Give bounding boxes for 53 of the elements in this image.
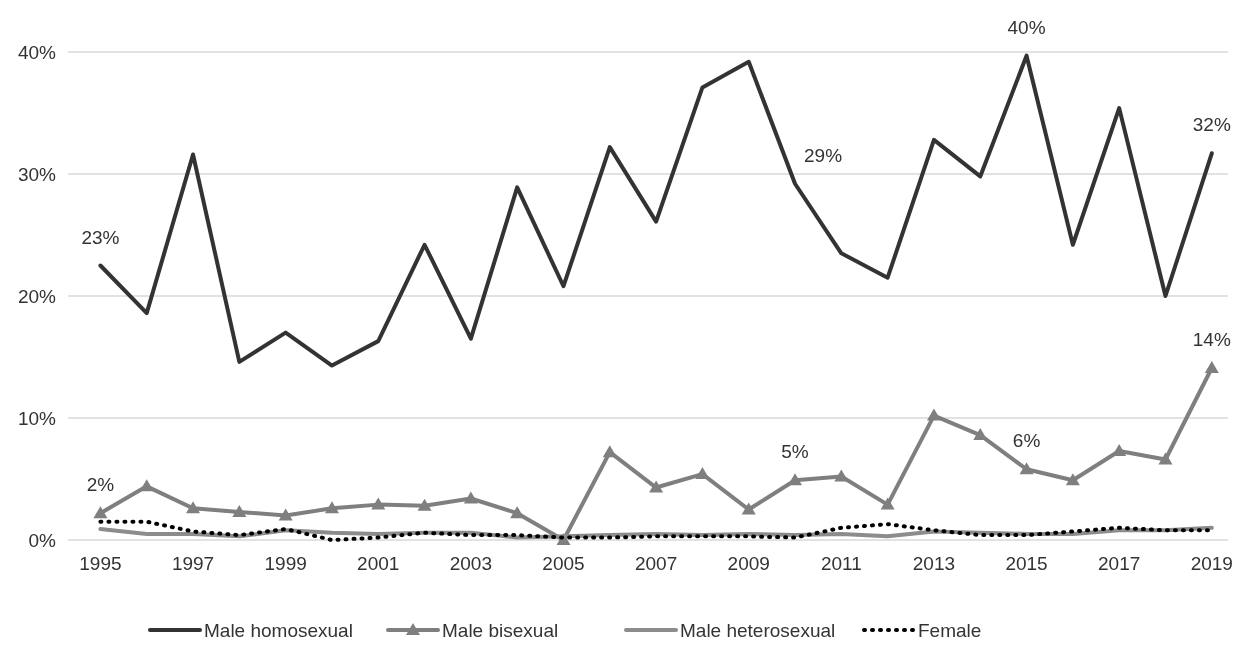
point [880, 497, 895, 510]
point [1204, 360, 1219, 373]
point [926, 408, 941, 421]
x-tick-label: 2003 [449, 553, 493, 574]
point [695, 467, 710, 480]
data-label: 6% [1012, 430, 1041, 452]
x-tick-label: 2007 [634, 553, 678, 574]
point [1158, 452, 1173, 465]
point [417, 498, 432, 511]
x-tick-label: 2015 [1005, 553, 1048, 574]
x-tick-label: 1995 [79, 553, 122, 574]
data-label: 23% [81, 226, 120, 248]
data-label: 32% [1192, 114, 1231, 136]
x-tick-label: 2009 [727, 553, 770, 574]
y-tick-label: 20% [17, 285, 57, 307]
x-tick-label: 2005 [542, 553, 585, 574]
point [1112, 443, 1127, 456]
point [741, 502, 756, 515]
point [602, 445, 617, 458]
legend-label: Male bisexual [442, 619, 559, 641]
data-label: 5% [781, 441, 809, 463]
point [510, 506, 525, 519]
data-label: 14% [1192, 328, 1231, 350]
point [463, 491, 478, 504]
legend-label: Male homosexual [204, 619, 353, 641]
point [1065, 473, 1080, 486]
point [139, 479, 154, 492]
x-tick-label: 1999 [264, 553, 307, 574]
point [788, 473, 803, 486]
x-tick-label: 1997 [171, 553, 215, 574]
point [649, 480, 664, 493]
y-tick-label: 40% [17, 41, 57, 63]
y-tick-label: 10% [17, 407, 57, 429]
x-tick-label: 2013 [912, 553, 956, 574]
point [1019, 462, 1034, 475]
x-tick-label: 2019 [1190, 553, 1233, 574]
point [324, 501, 339, 514]
x-tick-label: 2001 [357, 553, 400, 574]
x-tick-label: 2011 [820, 553, 862, 574]
legend-label: Male heterosexual [680, 619, 836, 641]
x-tick-label: 2017 [1098, 553, 1141, 574]
point [371, 497, 386, 510]
data-label: 2% [86, 474, 115, 496]
point [186, 501, 201, 514]
data-label: 40% [1007, 16, 1046, 38]
point [232, 504, 247, 517]
point [93, 506, 108, 519]
point [973, 428, 988, 441]
y-tick-label: 30% [17, 163, 57, 185]
point [278, 508, 293, 521]
data-label: 29% [804, 144, 843, 166]
legend-label: Female [918, 619, 982, 641]
y-tick-label: 0% [28, 529, 57, 551]
